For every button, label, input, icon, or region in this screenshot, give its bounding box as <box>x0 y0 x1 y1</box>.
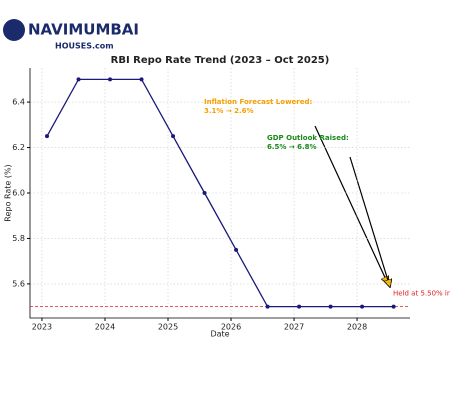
x-tick-label: 2023 <box>32 323 52 332</box>
y-tick-label: 5.8 <box>12 234 25 243</box>
x-axis-label: Date <box>210 330 229 339</box>
reference-label: Held at 5.50% in <box>393 290 450 298</box>
data-point <box>108 77 113 82</box>
data-point <box>297 304 302 309</box>
annotation: 6.5% → 6.8% <box>267 143 317 151</box>
logo-icon <box>3 19 25 41</box>
annotation-arrow <box>314 125 388 284</box>
data-point <box>391 304 396 309</box>
logo-sub: HOUSES.com <box>55 42 114 51</box>
x-tick-label: 2024 <box>95 323 115 332</box>
y-tick-label: 6.0 <box>12 189 25 198</box>
data-point <box>328 304 333 309</box>
data-point <box>360 304 365 309</box>
annotation: 3.1% → 2.6% <box>204 107 254 115</box>
annotation: GDP Outlook Raised: <box>267 134 349 142</box>
y-axis-label: Repo Rate (%) <box>4 164 13 221</box>
x-tick-label: 2028 <box>347 323 367 332</box>
y-tick-label: 5.6 <box>12 279 25 288</box>
x-tick-label: 2026 <box>221 323 241 332</box>
data-point <box>45 134 50 139</box>
annotation-arrow <box>349 156 390 287</box>
logo-brand: NAVIMUMBAI <box>28 21 139 39</box>
series-line <box>46 78 394 308</box>
data-point <box>202 191 207 195</box>
axes <box>29 68 410 319</box>
x-tick-label: 2027 <box>284 323 304 332</box>
data-point <box>76 77 81 82</box>
data-point <box>171 134 176 139</box>
data-point <box>139 77 144 82</box>
chart-title: RBI Repo Rate Trend (2023 – Oct 2025) <box>111 55 330 66</box>
annotation: Inflation Forecast Lowered: <box>204 98 312 106</box>
y-tick-label: 6.4 <box>12 98 25 107</box>
logo: NAVIMUMBAI HOUSES.com <box>3 19 139 51</box>
data-point <box>265 304 270 309</box>
y-tick-label: 6.2 <box>12 143 25 152</box>
x-tick-label: 2025 <box>158 323 178 332</box>
data-point <box>234 247 239 252</box>
